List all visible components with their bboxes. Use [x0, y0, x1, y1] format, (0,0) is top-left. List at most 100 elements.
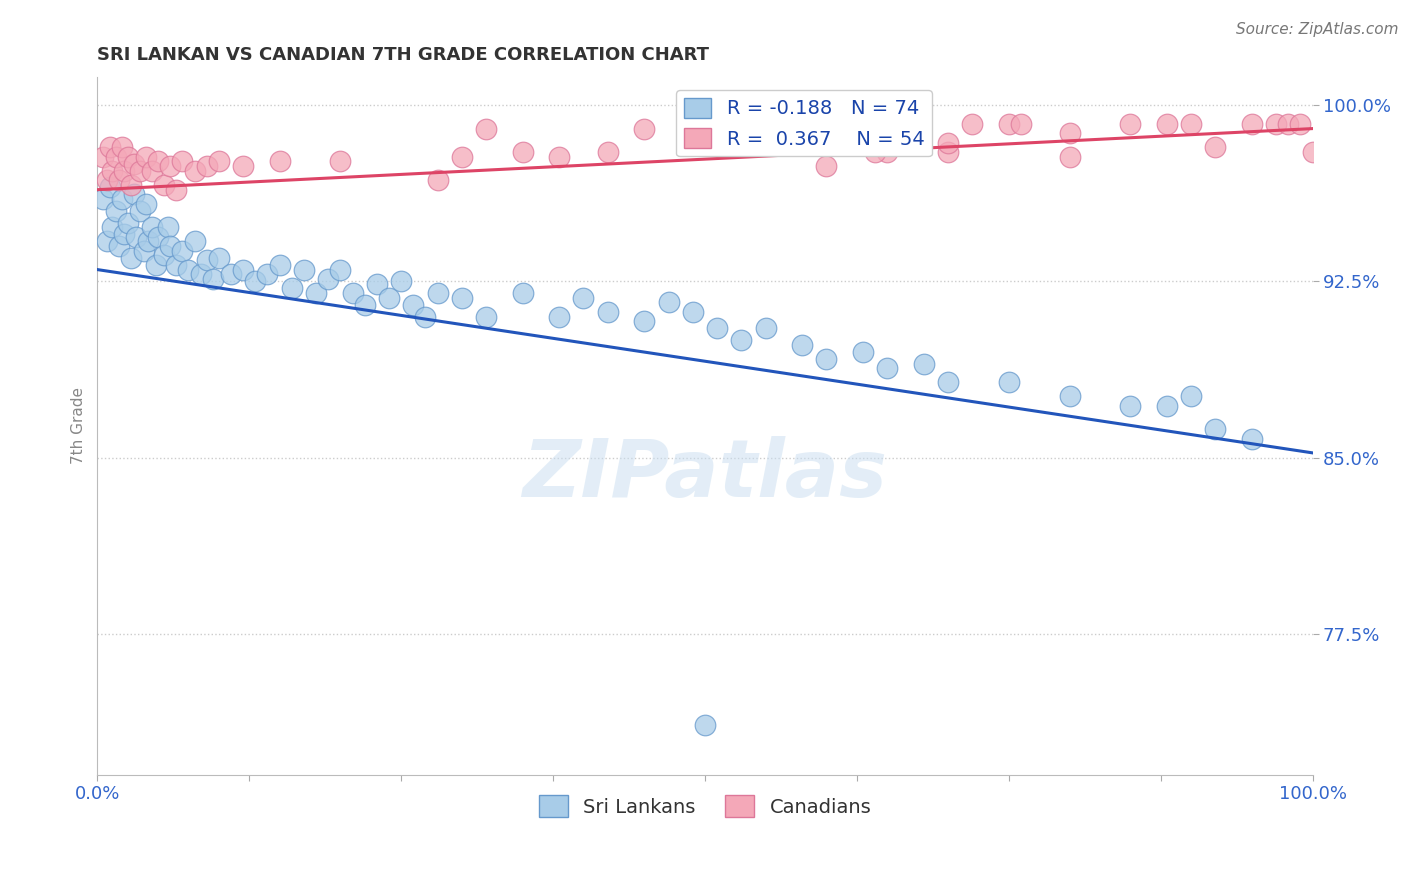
- Point: [305, 286, 328, 301]
- Point: [132, 244, 155, 258]
- Point: [863, 145, 886, 159]
- Point: [342, 286, 364, 301]
- Point: [146, 229, 169, 244]
- Point: [366, 277, 388, 291]
- Point: [112, 164, 135, 178]
- Point: [128, 164, 150, 178]
- Point: [682, 305, 704, 319]
- Point: [256, 267, 278, 281]
- Point: [548, 150, 571, 164]
- Point: [329, 154, 352, 169]
- Point: [1277, 117, 1299, 131]
- Point: [145, 258, 167, 272]
- Point: [912, 357, 935, 371]
- Point: [936, 376, 959, 390]
- Point: [852, 344, 875, 359]
- Point: [120, 178, 142, 192]
- Point: [219, 267, 242, 281]
- Point: [512, 145, 534, 159]
- Point: [156, 220, 179, 235]
- Point: [451, 291, 474, 305]
- Point: [402, 298, 425, 312]
- Y-axis label: 7th Grade: 7th Grade: [72, 387, 86, 465]
- Point: [596, 145, 619, 159]
- Point: [183, 235, 205, 249]
- Point: [96, 173, 118, 187]
- Point: [1010, 117, 1032, 131]
- Point: [232, 159, 254, 173]
- Point: [755, 117, 778, 131]
- Point: [112, 227, 135, 242]
- Point: [876, 126, 898, 140]
- Point: [104, 203, 127, 218]
- Point: [108, 239, 131, 253]
- Point: [378, 291, 401, 305]
- Point: [1119, 399, 1142, 413]
- Point: [815, 351, 838, 366]
- Point: [96, 235, 118, 249]
- Point: [183, 164, 205, 178]
- Point: [153, 248, 176, 262]
- Point: [208, 154, 231, 169]
- Point: [1059, 389, 1081, 403]
- Point: [1156, 399, 1178, 413]
- Point: [101, 220, 124, 235]
- Point: [1240, 432, 1263, 446]
- Point: [815, 159, 838, 173]
- Point: [876, 361, 898, 376]
- Point: [1119, 117, 1142, 131]
- Point: [195, 253, 218, 268]
- Point: [572, 291, 595, 305]
- Point: [1204, 140, 1226, 154]
- Point: [389, 274, 412, 288]
- Point: [208, 251, 231, 265]
- Point: [135, 196, 157, 211]
- Legend: Sri Lankans, Canadians: Sri Lankans, Canadians: [531, 788, 879, 824]
- Point: [1265, 117, 1288, 131]
- Point: [329, 262, 352, 277]
- Point: [633, 121, 655, 136]
- Point: [141, 220, 163, 235]
- Point: [1240, 117, 1263, 131]
- Point: [451, 150, 474, 164]
- Point: [111, 192, 134, 206]
- Point: [730, 333, 752, 347]
- Point: [475, 310, 498, 324]
- Point: [657, 295, 679, 310]
- Point: [245, 274, 267, 288]
- Point: [426, 173, 449, 187]
- Point: [596, 305, 619, 319]
- Point: [153, 178, 176, 192]
- Point: [165, 258, 187, 272]
- Point: [177, 262, 200, 277]
- Point: [997, 376, 1019, 390]
- Point: [415, 310, 437, 324]
- Point: [706, 321, 728, 335]
- Text: Source: ZipAtlas.com: Source: ZipAtlas.com: [1236, 22, 1399, 37]
- Point: [1059, 150, 1081, 164]
- Point: [232, 262, 254, 277]
- Point: [936, 145, 959, 159]
- Point: [172, 244, 194, 258]
- Point: [269, 258, 291, 272]
- Point: [962, 117, 984, 131]
- Point: [93, 192, 115, 206]
- Point: [1302, 145, 1324, 159]
- Point: [141, 164, 163, 178]
- Point: [1156, 117, 1178, 131]
- Point: [269, 154, 291, 169]
- Point: [108, 173, 131, 187]
- Point: [1180, 389, 1202, 403]
- Point: [98, 140, 121, 154]
- Point: [195, 159, 218, 173]
- Point: [146, 154, 169, 169]
- Point: [633, 314, 655, 328]
- Point: [281, 281, 304, 295]
- Point: [93, 150, 115, 164]
- Point: [755, 321, 778, 335]
- Text: SRI LANKAN VS CANADIAN 7TH GRADE CORRELATION CHART: SRI LANKAN VS CANADIAN 7TH GRADE CORRELA…: [97, 46, 710, 64]
- Point: [135, 150, 157, 164]
- Point: [120, 251, 142, 265]
- Point: [122, 187, 145, 202]
- Text: ZIPatlas: ZIPatlas: [523, 435, 887, 514]
